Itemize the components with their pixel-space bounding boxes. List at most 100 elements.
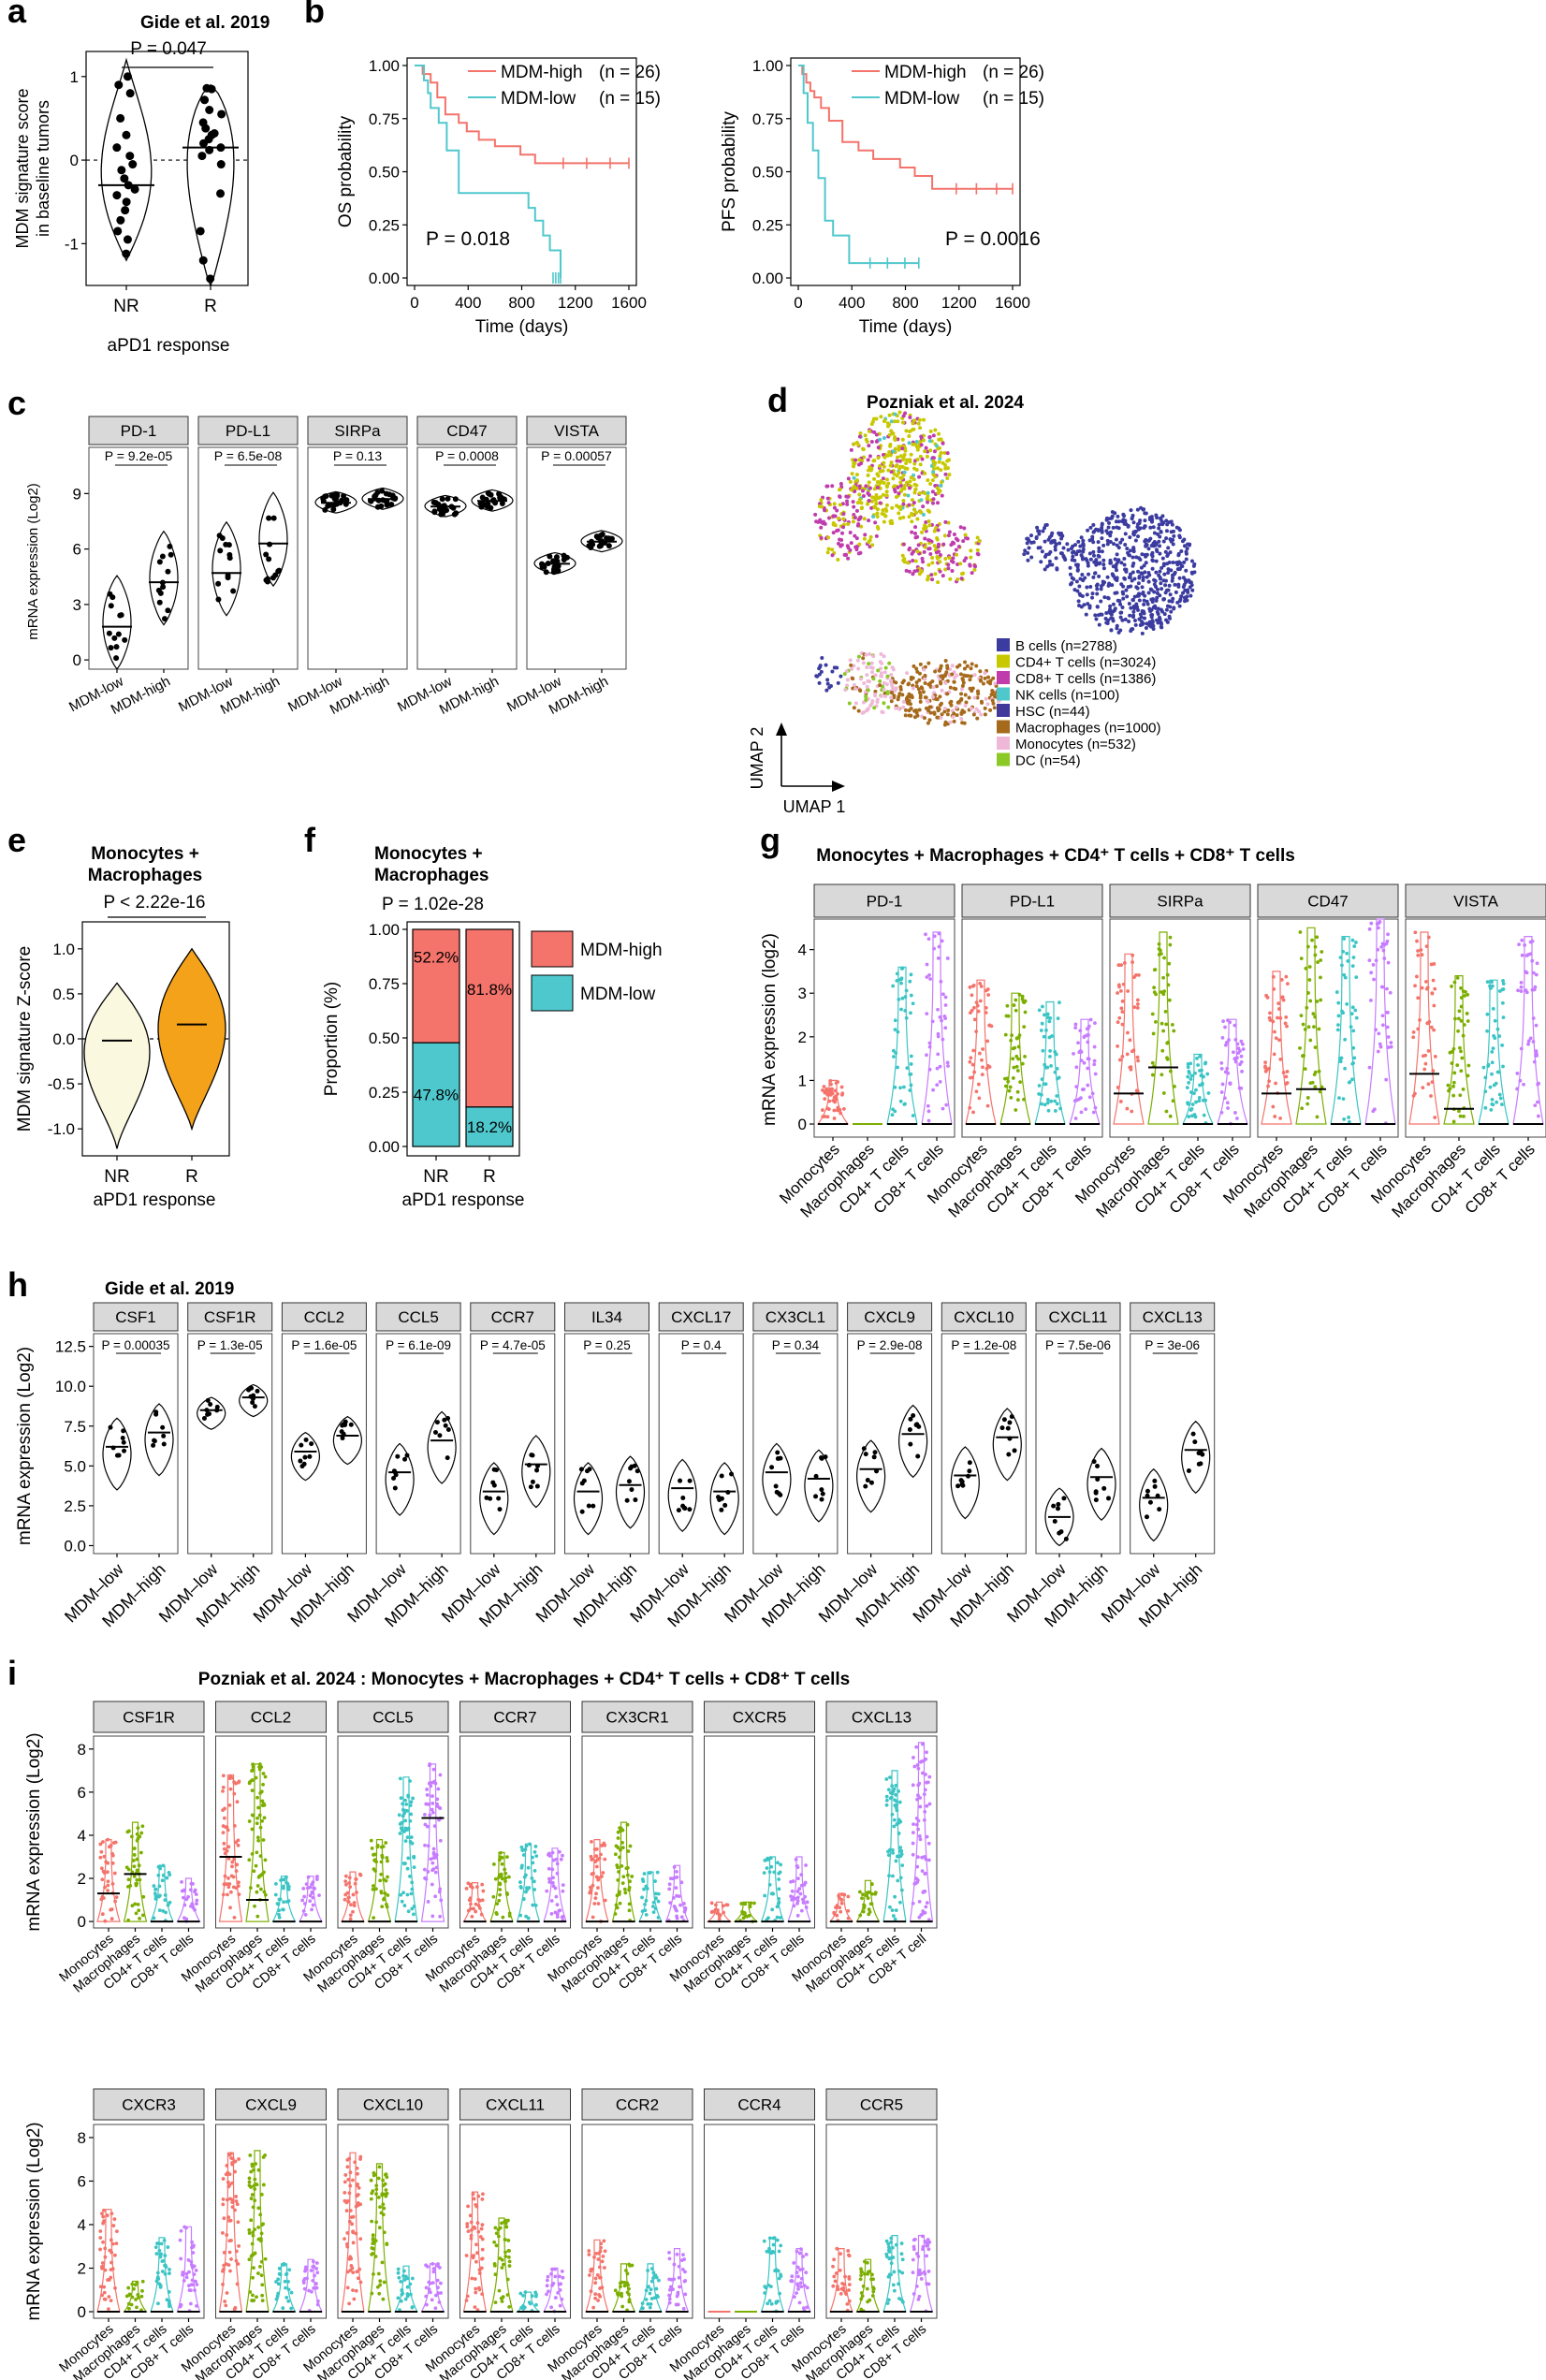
- data-point: [866, 1896, 870, 1901]
- data-point: [491, 1862, 496, 1866]
- data-point: [589, 1885, 592, 1890]
- data-point: [1043, 1102, 1047, 1107]
- umap-point: [1108, 604, 1113, 608]
- data-point: [524, 1914, 529, 1919]
- umap-point: [906, 682, 911, 687]
- data-point: [435, 1804, 440, 1808]
- data-point: [167, 2300, 171, 2303]
- data-point: [1082, 1034, 1087, 1039]
- data-point: [891, 984, 896, 988]
- data-point: [623, 1891, 628, 1895]
- umap-point: [1155, 516, 1160, 520]
- umap-point: [915, 457, 920, 461]
- umap-point: [866, 458, 870, 462]
- data-point: [893, 1085, 897, 1089]
- data-point: [436, 505, 443, 512]
- legend-key: [997, 720, 1010, 734]
- facet-strip: [93, 1302, 179, 1332]
- umap-point: [916, 543, 921, 548]
- data-point: [312, 1886, 316, 1891]
- data-point: [98, 1842, 103, 1847]
- data-point: [779, 1862, 783, 1867]
- data-point: [190, 2240, 194, 2244]
- data-point: [412, 1855, 416, 1860]
- data-point: [255, 1884, 260, 1888]
- data-point: [915, 1880, 920, 1884]
- data-point: [915, 1763, 920, 1767]
- umap-point: [915, 549, 920, 554]
- umap-point: [1143, 524, 1147, 529]
- umap-point: [813, 512, 818, 517]
- data-point: [1285, 1024, 1289, 1029]
- data-point: [592, 1847, 597, 1851]
- data-point: [163, 1898, 168, 1902]
- umap-point: [1097, 546, 1101, 550]
- data-point: [1340, 963, 1344, 968]
- umap-point: [875, 524, 880, 529]
- data-point: [1241, 1047, 1246, 1051]
- umap-point: [882, 460, 886, 465]
- umap-point: [870, 665, 875, 670]
- umap-point: [964, 535, 969, 540]
- umap-point: [1128, 575, 1132, 579]
- umap-point: [1191, 563, 1196, 568]
- data-point: [226, 1828, 230, 1832]
- data-point: [237, 2157, 241, 2161]
- data-point: [1430, 1080, 1435, 1085]
- facet-strip: [197, 416, 299, 445]
- umap-point: [873, 694, 878, 698]
- data-point: [480, 1882, 485, 1887]
- umap-point: [932, 710, 937, 715]
- umap-point: [912, 477, 916, 482]
- data-point: [772, 1870, 777, 1875]
- data-point: [1008, 1085, 1013, 1089]
- data-point: [398, 1776, 402, 1781]
- facet-strip: [187, 1302, 273, 1332]
- umap-point: [873, 673, 878, 678]
- umap-point: [951, 714, 955, 719]
- umap-point: [1135, 593, 1140, 598]
- umap-point: [1095, 587, 1100, 591]
- legend-label: Macrophages (n=1000): [1015, 721, 1161, 737]
- data-point: [184, 2275, 189, 2280]
- data-point: [299, 1442, 304, 1448]
- facet-pvalue: P = 0.4: [681, 1338, 722, 1352]
- data-point: [1016, 1098, 1020, 1102]
- umap-point: [1151, 626, 1156, 631]
- umap-point: [952, 686, 956, 691]
- data-point: [561, 1853, 564, 1858]
- umap-point: [879, 671, 883, 676]
- umap-point: [952, 711, 956, 716]
- data-point: [1043, 1062, 1047, 1067]
- data-point: [798, 1891, 803, 1896]
- data-point: [375, 1844, 380, 1847]
- data-point: [1130, 960, 1134, 964]
- legend-n-low: (n = 15): [599, 89, 661, 109]
- data-point: [795, 1865, 800, 1870]
- data-point: [430, 1861, 435, 1865]
- data-point: [970, 1075, 974, 1080]
- umap-point: [1155, 587, 1160, 591]
- umap-point: [942, 450, 947, 455]
- umap-point: [1164, 536, 1169, 541]
- umap-point: [977, 539, 982, 544]
- umap-point: [917, 678, 922, 682]
- data-point: [386, 1859, 389, 1863]
- data-point: [1319, 958, 1323, 962]
- umap-point: [1088, 525, 1093, 530]
- data-point: [1345, 951, 1349, 956]
- umap-point: [939, 679, 943, 684]
- umap-point: [1108, 610, 1113, 615]
- data-point: [869, 1891, 874, 1896]
- data-point: [379, 1891, 384, 1895]
- data-point: [1079, 1110, 1084, 1115]
- data-point: [745, 1914, 750, 1919]
- data-point: [256, 1805, 260, 1810]
- data-point: [819, 1487, 824, 1493]
- umap-point: [1123, 617, 1128, 621]
- umap-point: [815, 674, 820, 679]
- umap-point: [1077, 548, 1082, 553]
- data-point: [871, 1454, 877, 1460]
- data-point: [221, 1789, 225, 1793]
- facet-strip: [470, 1302, 556, 1332]
